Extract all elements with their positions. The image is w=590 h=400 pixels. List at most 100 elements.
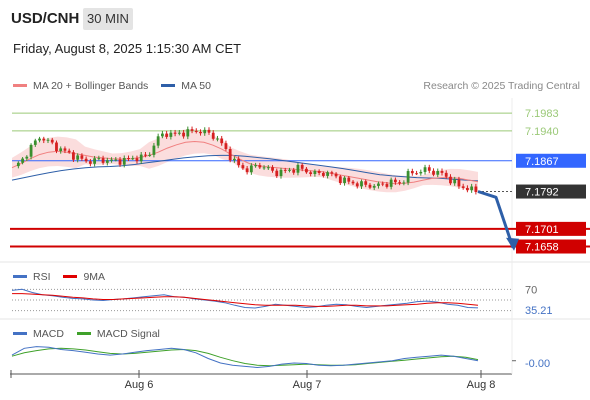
rsi-swatch <box>13 274 27 278</box>
legend-item-ma20: MA 20 + Bollinger Bands <box>13 80 151 92</box>
candle-body <box>338 176 342 184</box>
candle-body <box>93 158 97 164</box>
macd-legend: MACD MACD Signal <box>13 328 160 340</box>
candle-body <box>203 129 207 134</box>
legend-label-9ma: 9MA <box>83 271 106 283</box>
candle-body <box>135 158 139 162</box>
candle-body <box>237 158 241 166</box>
candle-body <box>334 173 338 177</box>
candle-body <box>50 139 54 143</box>
candle-body <box>25 156 29 159</box>
candle-body <box>21 158 24 163</box>
legend-label-macd: MACD <box>33 328 64 340</box>
forecast-arrow-line <box>477 190 515 249</box>
chart-datetime: Friday, August 8, 2025 1:15:30 AM CET <box>13 41 242 56</box>
macd-signal-swatch <box>76 331 91 335</box>
candle-body <box>241 165 245 169</box>
legend-item-9ma: 9MA <box>63 271 105 283</box>
candle-body <box>347 177 351 182</box>
candle-body <box>457 179 461 187</box>
candle-body <box>427 167 431 171</box>
candle-body <box>122 157 126 165</box>
macd-line <box>11 346 479 369</box>
candle-body <box>216 138 219 140</box>
candle-body <box>42 138 46 141</box>
candle-body <box>288 169 291 171</box>
candle-body <box>309 172 313 175</box>
candle-body <box>72 152 75 160</box>
level-label: 7.1792 <box>525 187 559 199</box>
rsi-legend: RSI 9MA <box>13 271 105 283</box>
candle-body <box>326 172 330 176</box>
candle-body <box>321 173 325 176</box>
forecast-arrow-head <box>506 237 519 251</box>
candle-body <box>114 159 118 161</box>
candle-body <box>262 167 266 169</box>
candle-body <box>283 169 287 171</box>
candle-body <box>144 154 147 156</box>
level-label: 7.1701 <box>525 224 559 236</box>
candles-group <box>16 126 478 195</box>
candle-body <box>317 170 321 174</box>
candle-body <box>207 129 211 133</box>
candle-body <box>432 170 435 175</box>
candle-body <box>355 183 359 187</box>
candle-body <box>275 170 279 177</box>
candle-body <box>63 148 67 151</box>
legend-item-ma50: MA 50 <box>161 80 211 92</box>
candle-body <box>67 150 71 153</box>
candle-body <box>372 185 376 188</box>
candle-body <box>410 171 414 174</box>
candle-body <box>402 182 406 184</box>
candle-body <box>169 132 173 137</box>
candle-body <box>474 186 478 192</box>
candle-body <box>368 184 372 188</box>
candle-body <box>139 154 143 162</box>
candle-body <box>186 129 190 137</box>
level-label-box <box>516 153 586 168</box>
x-tick-label: Aug 8 <box>467 379 496 391</box>
candle-body <box>415 173 418 175</box>
candle-body <box>76 155 80 160</box>
level-label-box <box>516 184 586 199</box>
level-label: 7.1940 <box>525 126 559 138</box>
macd-swatch <box>13 331 27 335</box>
candle-body <box>16 162 20 167</box>
candle-body <box>152 145 156 155</box>
ma50-line <box>11 154 479 182</box>
ma50-swatch <box>161 83 176 87</box>
candle-body <box>233 158 236 161</box>
timeframe-badge[interactable]: 30 MIN <box>83 8 133 30</box>
level-label-box <box>516 239 586 254</box>
ma20-line <box>11 140 479 185</box>
candle-body <box>393 179 397 183</box>
ma20-swatch <box>13 83 27 87</box>
candle-body <box>461 186 465 188</box>
candle-body <box>84 158 88 162</box>
candle-body <box>224 143 228 150</box>
candle-body <box>80 155 84 159</box>
candle-body <box>190 129 194 131</box>
rsi-tick-70: 70 <box>525 284 537 296</box>
x-tick-label: Aug 7 <box>293 379 322 391</box>
legend-item-macd-signal: MACD Signal <box>76 328 160 340</box>
legend-item-rsi: RSI <box>13 271 53 283</box>
candle-body <box>173 132 177 134</box>
candle-body <box>88 161 92 164</box>
candle-body <box>101 158 105 163</box>
candle-body <box>389 179 393 187</box>
9ma-swatch <box>63 274 78 278</box>
main-legend: MA 20 + Bollinger Bands MA 50 <box>13 80 211 92</box>
legend-item-macd: MACD <box>13 328 67 340</box>
candle-body <box>165 133 169 137</box>
candle-body <box>466 187 469 191</box>
candle-body <box>194 130 198 132</box>
candle-body <box>38 138 41 141</box>
candle-body <box>406 171 410 183</box>
level-label: 7.1983 <box>525 108 559 120</box>
candle-body <box>156 136 160 146</box>
candle-body <box>360 181 363 187</box>
candle-body <box>279 169 283 177</box>
